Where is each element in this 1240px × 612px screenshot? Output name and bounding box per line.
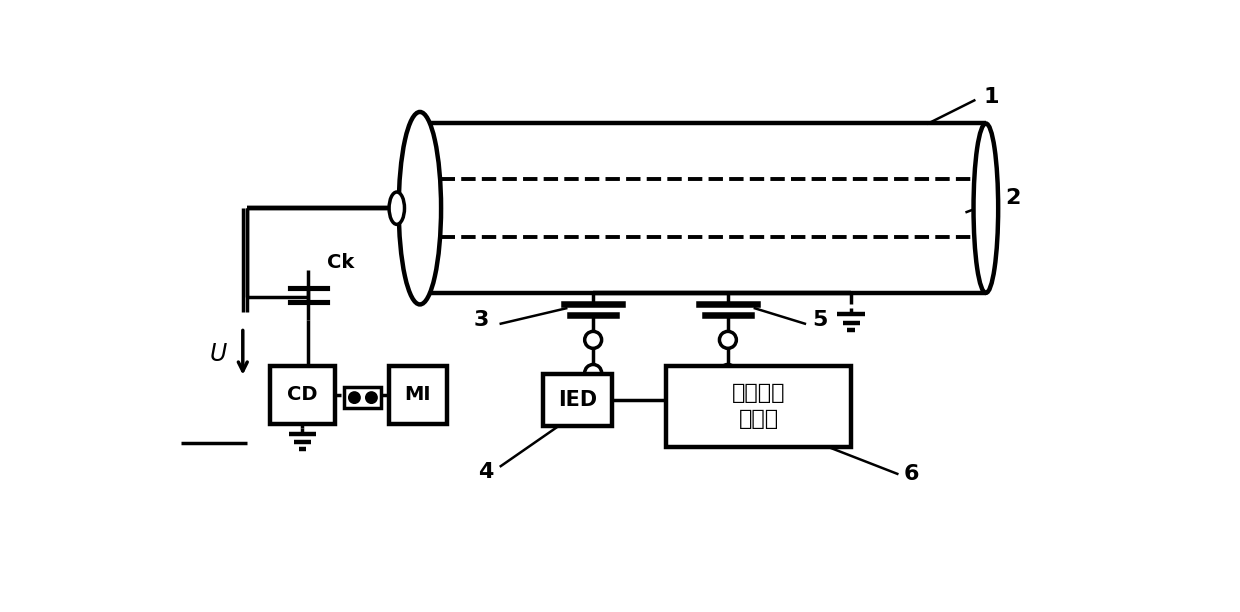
Text: Ck: Ck bbox=[327, 253, 355, 272]
Bar bbox=[666, 366, 851, 447]
Bar bbox=[345, 387, 382, 408]
Text: $U$: $U$ bbox=[208, 343, 228, 367]
Text: IED: IED bbox=[558, 390, 598, 410]
Text: 局放信号: 局放信号 bbox=[732, 382, 785, 403]
Text: 发生器: 发生器 bbox=[739, 409, 779, 429]
Bar bbox=[543, 374, 613, 426]
Text: 5: 5 bbox=[812, 310, 828, 330]
Text: 4: 4 bbox=[477, 462, 494, 482]
Text: 1: 1 bbox=[983, 86, 999, 106]
Bar bbox=[389, 366, 446, 424]
Circle shape bbox=[366, 392, 377, 403]
Ellipse shape bbox=[399, 112, 441, 304]
Circle shape bbox=[719, 331, 737, 348]
Circle shape bbox=[348, 392, 360, 403]
Circle shape bbox=[585, 365, 601, 381]
Text: 3: 3 bbox=[474, 310, 490, 330]
Ellipse shape bbox=[389, 192, 404, 225]
Bar bbox=[270, 366, 335, 424]
Circle shape bbox=[719, 365, 737, 381]
Text: CD: CD bbox=[288, 386, 317, 405]
Ellipse shape bbox=[973, 124, 998, 293]
Text: MI: MI bbox=[404, 386, 432, 405]
Text: 2: 2 bbox=[1006, 188, 1021, 208]
Text: 6: 6 bbox=[904, 464, 919, 484]
Circle shape bbox=[585, 331, 601, 348]
